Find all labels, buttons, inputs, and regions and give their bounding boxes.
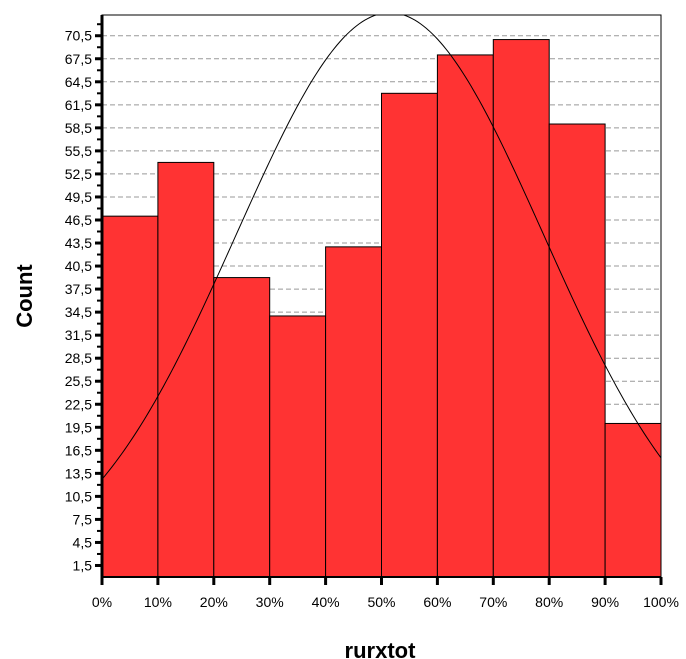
y-tick-label: 52,5 xyxy=(65,166,92,182)
y-tick-label: 1,5 xyxy=(73,557,93,573)
x-tick-label: 10% xyxy=(144,594,172,610)
x-tick-label: 20% xyxy=(200,594,228,610)
histogram-bar xyxy=(436,54,494,578)
y-tick-label: 61,5 xyxy=(65,97,92,113)
x-tick-label: 100% xyxy=(643,594,679,610)
histogram-bar xyxy=(269,315,327,578)
x-tick-label: 50% xyxy=(367,594,395,610)
y-tick-label: 55,5 xyxy=(65,143,92,159)
histogram-bar xyxy=(492,39,550,578)
y-tick-label: 10,5 xyxy=(65,488,92,504)
y-tick-label: 46,5 xyxy=(65,212,92,228)
y-tick-label: 40,5 xyxy=(65,258,92,274)
y-axis: 1,5 4,5 7,5 10,5 13,5 16,5 19,5 22,5 25,5 28,5 31,… xyxy=(65,15,104,577)
histogram-bar xyxy=(381,92,438,578)
y-tick-label: 37,5 xyxy=(65,281,92,297)
x-axis-title: rurxtot xyxy=(345,638,417,659)
y-tick-label: 64,5 xyxy=(65,74,92,90)
x-tick-label: 30% xyxy=(256,594,284,610)
histogram-bars xyxy=(101,39,662,578)
y-tick-label: 49,5 xyxy=(65,189,92,205)
y-tick-label: 43,5 xyxy=(65,235,92,251)
y-tick-label: 28,5 xyxy=(65,350,92,366)
histogram-bar xyxy=(548,123,606,578)
x-tick-label: 60% xyxy=(423,594,451,610)
histogram-bar xyxy=(325,246,383,578)
x-tick-label: 90% xyxy=(591,594,619,610)
histogram-bar xyxy=(101,215,159,578)
y-tick-label: 16,5 xyxy=(65,442,92,458)
y-tick-label: 34,5 xyxy=(65,304,92,320)
histogram-bar xyxy=(213,277,271,578)
y-tick-label: 19,5 xyxy=(65,419,92,435)
y-tick-label: 70,5 xyxy=(65,28,92,44)
x-tick-label: 0% xyxy=(92,594,112,610)
y-tick-label: 4,5 xyxy=(73,534,93,550)
histogram-bar xyxy=(157,161,215,578)
y-axis-title: Count xyxy=(12,264,37,328)
y-tick-label: 7,5 xyxy=(73,511,93,527)
y-tick-label: 31,5 xyxy=(65,327,92,343)
y-tick-label: 13,5 xyxy=(65,465,92,481)
x-tick-label: 70% xyxy=(479,594,507,610)
y-tick-label: 58,5 xyxy=(65,120,92,136)
y-tick-label: 22,5 xyxy=(65,396,92,412)
y-tick-label: 25,5 xyxy=(65,373,92,389)
x-axis: 0% 10% 20% 30% 40% 50% 60% 70% 80% 90% 100% xyxy=(92,576,679,610)
y-tick-label: 67,5 xyxy=(65,51,92,67)
x-tick-label: 80% xyxy=(535,594,563,610)
x-tick-label: 40% xyxy=(312,594,340,610)
